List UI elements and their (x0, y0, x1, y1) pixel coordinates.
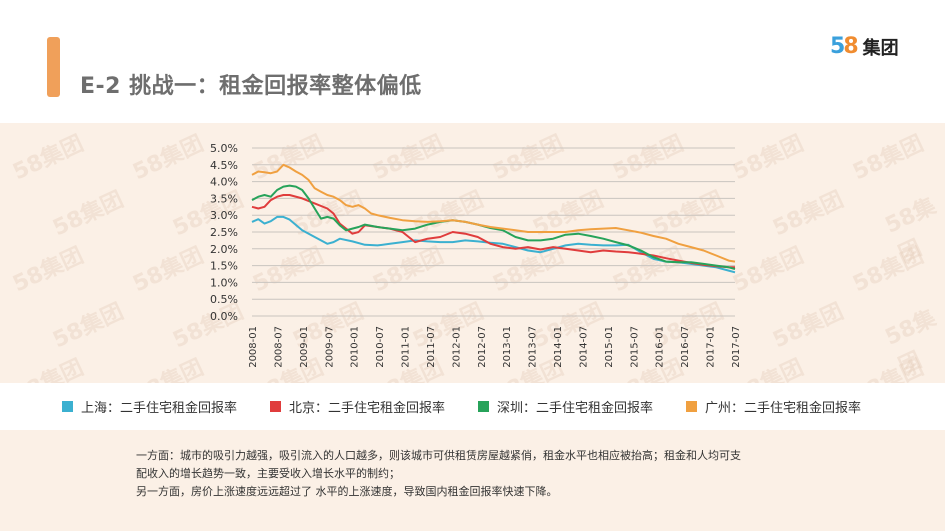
explanation-note: 一方面：城市的吸引力越强，吸引流入的人口越多，则该城市可供租赁房屋越紧俏，租金水… (136, 447, 836, 501)
legend-swatch-beijing (270, 401, 281, 412)
y-tick-label: 3.5% (210, 192, 238, 205)
x-tick-label: 2009-01 (299, 326, 310, 368)
legend-item-shenzhen: 深圳：二手住宅租金回报率 (478, 397, 653, 416)
legend-label-guangzhou: 广州：二手住宅租金回报率 (705, 401, 862, 416)
x-tick-label: 2017-07 (731, 326, 742, 368)
y-tick-label: 2.0% (210, 243, 238, 256)
x-tick-label: 2012-07 (477, 326, 488, 368)
y-tick-label: 1.5% (210, 260, 238, 273)
x-tick-label: 2009-07 (324, 326, 335, 368)
y-tick-label: 1.0% (210, 276, 238, 289)
line-chart: 0.0% 0.5% 1.0% 1.5% 2.0% 2.5% 3.0% 3.5% 4.0% 4.5%… (210, 142, 742, 368)
legend-label-beijing: 北京：二手住宅租金回报率 (289, 401, 446, 416)
series-line (251, 194, 735, 269)
brand-logo: 5 8 集团 (830, 34, 899, 60)
x-tick-label: 2017-01 (706, 326, 717, 368)
x-tick-label: 2013-01 (502, 326, 513, 368)
legend-item-beijing: 北京：二手住宅租金回报率 (270, 397, 445, 416)
legend-item-guangzhou: 广州：二手住宅租金回报率 (686, 397, 861, 416)
legend-swatch-shenzhen (478, 401, 489, 412)
legend-label-shenzhen: 深圳：二手住宅租金回报率 (497, 401, 654, 416)
x-tick-label: 2013-07 (528, 326, 539, 368)
legend-label-shanghai: 上海：二手住宅租金回报率 (81, 401, 238, 416)
note-line-2: 配收入的增长趋势一致，主要受收入增长水平的制约； (136, 467, 400, 480)
page-title: E-2 挑战一：租金回报率整体偏低 (80, 74, 422, 99)
note-line-3: 另一方面，房价上涨速度远远超过了 水平的上涨速度，导致国内租金回报率快速下降。 (136, 485, 558, 498)
logo-digit-8: 8 (843, 34, 859, 59)
chart-panel (0, 123, 945, 531)
logo-text: 集团 (862, 38, 899, 59)
y-tick-label: 0.5% (210, 293, 238, 306)
series-line (251, 163, 736, 263)
y-tick-label: 0.0% (210, 310, 238, 323)
note-line-1: 一方面：城市的吸引力越强，吸引流入的人口越多，则该城市可供租赁房屋越紧俏，租金水… (136, 449, 741, 462)
legend-item-shanghai: 上海：二手住宅租金回报率 (62, 397, 237, 416)
title-accent-bar (47, 37, 60, 97)
x-tick-label: 2016-01 (655, 326, 666, 368)
x-tick-label: 2010-07 (375, 326, 386, 368)
x-tick-label: 2012-01 (451, 326, 462, 368)
x-tick-label: 2016-07 (680, 326, 691, 368)
y-tick-label: 2.5% (210, 226, 238, 239)
y-tick-label: 4.0% (210, 176, 238, 189)
series-line (251, 215, 736, 274)
legend-swatch-guangzhou (686, 401, 697, 412)
x-tick-label: 2010-01 (350, 326, 361, 368)
x-tick-label: 2014-07 (578, 326, 589, 368)
x-tick-label: 2011-01 (401, 326, 412, 368)
x-tick-label: 2015-01 (604, 326, 615, 368)
x-tick-label: 2015-07 (629, 326, 640, 368)
y-tick-label: 5.0% (210, 142, 238, 155)
logo-digit-5: 5 (830, 34, 846, 59)
x-tick-label: 2008-07 (273, 326, 284, 368)
x-tick-label: 2008-01 (248, 326, 259, 368)
x-tick-label: 2014-01 (553, 326, 564, 368)
y-tick-label: 4.5% (210, 159, 238, 172)
y-tick-label: 3.0% (210, 209, 238, 222)
legend-swatch-shanghai (62, 401, 73, 412)
x-tick-label: 2011-07 (426, 326, 437, 368)
legend-strip (0, 383, 945, 430)
